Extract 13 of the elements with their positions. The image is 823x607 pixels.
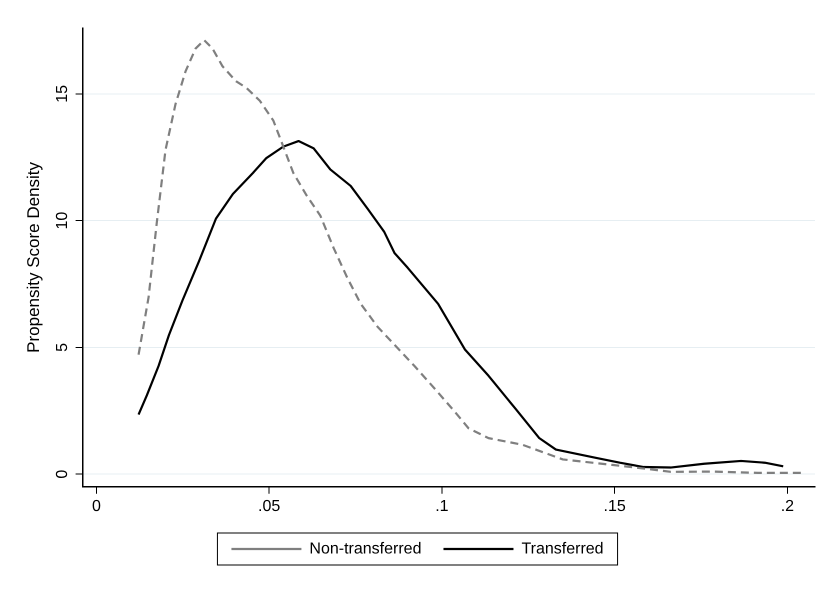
x-tick-label: .05 [258,498,280,515]
y-tick-label: 10 [54,212,72,230]
y-axis-title: Propensity Score Density [24,161,43,353]
y-tick-label: 15 [54,84,72,103]
x-tick-label: .1 [435,498,449,515]
x-tick-label: .2 [780,498,794,515]
y-tick-label: 5 [54,342,72,352]
legend-label: Non-transferred [309,540,422,558]
line-series [137,39,803,474]
legend-label: Transferred [521,540,604,558]
x-tick-label: 0 [92,498,101,515]
y-tick-label: 0 [54,470,72,479]
x-tick-label: .15 [604,498,626,515]
